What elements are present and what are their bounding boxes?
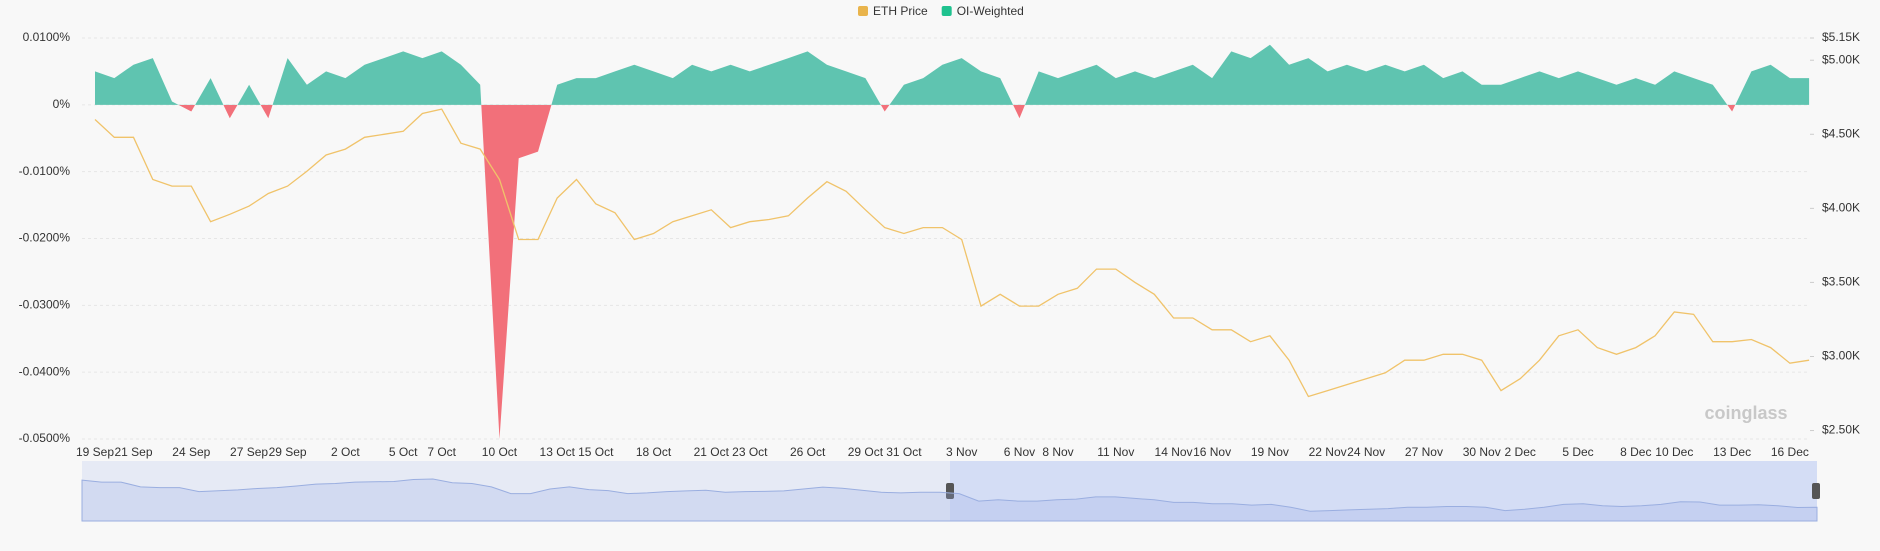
x-tick-label: 27 Nov xyxy=(1405,445,1443,459)
x-tick-label: 14 Nov xyxy=(1155,445,1193,459)
y2-tick-label: $4.00K xyxy=(1822,201,1860,215)
x-tick-label: 10 Oct xyxy=(482,445,518,459)
funding-area xyxy=(95,44,1810,439)
x-tick-label: 11 Nov xyxy=(1097,445,1134,459)
y2-tick-label: $2.50K xyxy=(1822,423,1860,437)
x-tick-label: 30 Nov xyxy=(1463,445,1501,459)
slider-window[interactable] xyxy=(950,461,1817,521)
price-line xyxy=(94,108,1810,398)
watermark: coinglass xyxy=(1704,403,1787,423)
y-tick-label: -0.0300% xyxy=(19,298,71,312)
y-tick-label: 0.0100% xyxy=(23,30,71,44)
x-tick-label: 13 Oct xyxy=(540,445,576,459)
x-tick-label: 8 Nov xyxy=(1042,445,1073,459)
x-tick-label: 15 Oct xyxy=(578,445,614,459)
x-tick-label: 26 Oct xyxy=(790,445,826,459)
x-tick-label: 8 Dec xyxy=(1620,445,1651,459)
y-tick-label: -0.0200% xyxy=(19,231,71,245)
legend-swatch xyxy=(941,6,952,16)
legend-label: ETH Price xyxy=(873,4,928,18)
x-tick-label: 7 Oct xyxy=(427,445,456,459)
x-tick-label: 31 Oct xyxy=(886,445,922,459)
x-tick-label: 27 Sep xyxy=(230,445,268,459)
y2-tick-label: $4.50K xyxy=(1822,126,1860,140)
x-tick-label: 16 Nov xyxy=(1193,445,1231,459)
navigator-line xyxy=(81,478,1818,522)
x-tick-label: 19 Nov xyxy=(1251,445,1289,459)
y2-tick-label: $5.00K xyxy=(1822,52,1860,66)
legend-swatch xyxy=(858,6,868,16)
x-tick-label: 29 Sep xyxy=(269,445,307,459)
x-tick-label: 2 Dec xyxy=(1505,445,1536,459)
x-tick-label: 21 Oct xyxy=(694,445,730,459)
y-tick-label: 0% xyxy=(53,97,71,111)
x-tick-label: 22 Nov xyxy=(1309,445,1347,459)
y2-tick-label: $3.00K xyxy=(1822,349,1860,363)
legend: ETH Price OI-Weighted xyxy=(858,4,1024,18)
x-tick-label: 13 Dec xyxy=(1713,445,1751,459)
x-tick-label: 5 Dec xyxy=(1562,445,1593,459)
x-tick-label: 24 Sep xyxy=(172,445,210,459)
slider-handle[interactable] xyxy=(946,483,954,499)
x-tick-label: 29 Oct xyxy=(848,445,884,459)
x-tick-label: 21 Sep xyxy=(114,445,152,459)
x-tick-label: 5 Oct xyxy=(389,445,418,459)
y-tick-label: -0.0400% xyxy=(19,364,71,378)
x-tick-label: 24 Nov xyxy=(1347,445,1385,459)
x-tick-label: 23 Oct xyxy=(732,445,768,459)
x-tick-label: 2 Oct xyxy=(331,445,360,459)
y2-tick-label: $3.50K xyxy=(1822,275,1860,289)
x-tick-label: 6 Nov xyxy=(1004,445,1035,459)
x-tick-label: 16 Dec xyxy=(1771,445,1809,459)
y-tick-label: -0.0100% xyxy=(19,164,71,178)
x-tick-label: 19 Sep xyxy=(76,445,114,459)
y-tick-label: -0.0500% xyxy=(19,431,71,445)
x-tick-label: 10 Dec xyxy=(1655,445,1693,459)
x-tick-label: 18 Oct xyxy=(636,445,672,459)
legend-label: OI-Weighted xyxy=(957,4,1024,18)
slider-handle[interactable] xyxy=(1812,483,1820,499)
x-tick-label: 3 Nov xyxy=(946,445,977,459)
y2-tick-label: $5.15K xyxy=(1822,30,1860,44)
